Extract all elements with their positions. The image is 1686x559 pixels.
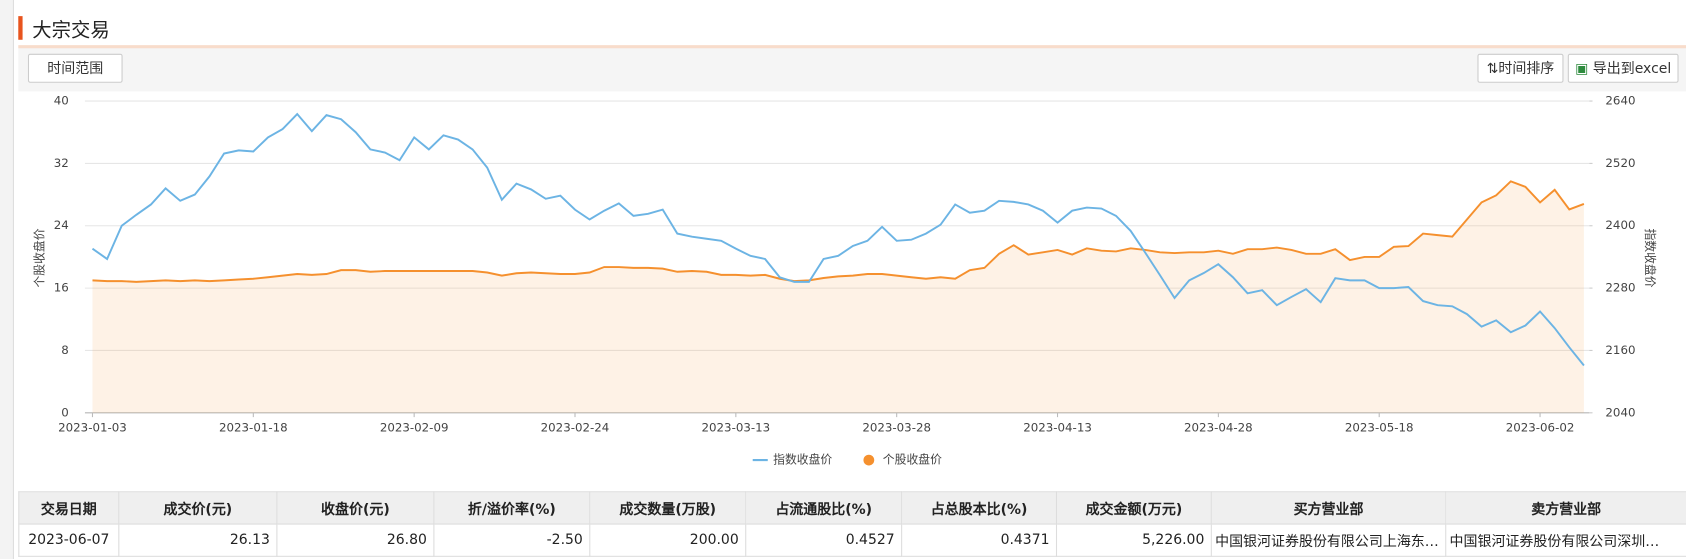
x-tick-label: 2023-03-13 [702, 420, 771, 434]
column-header: 成交数量(万股) [589, 491, 747, 525]
sidebar [0, 0, 14, 559]
y-tick-label: 16 [54, 281, 69, 295]
table-cell: 26.80 [276, 523, 435, 557]
line [92, 180, 1585, 283]
chart: 0816243240204021602280240025202640个股收盘价指… [32, 94, 1657, 467]
legend-marker [863, 454, 875, 466]
y2-tick-label: 2160 [1605, 343, 1635, 357]
table-cell: 中国银河证券股份有限公司深圳… [1445, 523, 1686, 557]
y-tick-label: 8 [61, 343, 69, 357]
table-row: 2023-06-07 26.13 26.80 -2.50 200.00 0.4527 0.4… [18, 523, 1686, 557]
export-button[interactable]: ▣ 导出到excel [1567, 53, 1679, 83]
column-header: 成交价(元) [118, 491, 278, 525]
y2-tick-label: 2040 [1605, 405, 1635, 419]
column-header: 成交金额(万元) [1055, 491, 1212, 525]
x-tick-label: 2023-05-18 [1345, 420, 1414, 434]
table-body: 2023-06-07 26.13 26.80 -2.50 200.00 0.4527 0.4… [18, 523, 1686, 557]
y-axis-title: 个股收盘价 [32, 228, 46, 287]
x-tick-label: 2023-01-18 [219, 420, 288, 434]
y2-axis-title: 指数收盘价 [1643, 228, 1657, 287]
sort-button[interactable]: ⇅时间排序 [1477, 53, 1564, 83]
x-tick-label: 2023-04-13 [1023, 420, 1092, 434]
x-tick-label: 2023-04-28 [1184, 420, 1253, 434]
accent-bar [18, 16, 23, 40]
y2-tick-label: 2280 [1605, 281, 1635, 295]
y2-tick-label: 2400 [1605, 218, 1635, 232]
table-cell: 5,226.00 [1055, 523, 1212, 557]
y-tick-label: 40 [54, 94, 69, 108]
legend-item[interactable]: 指数收盘价 [752, 453, 833, 467]
y2-tick-label: 2520 [1605, 156, 1635, 170]
column-header: 折/溢价率(%) [433, 491, 591, 525]
excel-icon: ▣ [1575, 61, 1589, 78]
x-tick-label: 2023-02-24 [541, 420, 610, 434]
data-table: 交易日期 成交价(元) 收盘价(元) 折/溢价率(%) 成交数量(万股) 占流通股比(%)… [18, 491, 1686, 557]
page-title: 大宗交易 [32, 19, 110, 42]
y-tick-label: 32 [54, 156, 69, 170]
line [91, 112, 1585, 367]
table-cell: 中国银河证券股份有限公司上海东… [1210, 523, 1447, 557]
column-header: 交易日期 [18, 491, 120, 525]
column-header: 占总股本比(%) [901, 491, 1058, 525]
y2-tick-label: 2640 [1605, 94, 1635, 108]
sort-label: 时间排序 [1498, 61, 1555, 78]
toolbar: 时间范围 ⇅时间排序 ▣ 导出到excel [18, 48, 1686, 92]
x-tick-label: 2023-01-03 [58, 420, 127, 434]
table-cell: 0.4371 [901, 523, 1058, 557]
table-cell: 0.4527 [745, 523, 903, 557]
x-tick-label: 2023-03-28 [862, 420, 931, 434]
export-label: 导出到excel [1592, 61, 1672, 78]
column-header: 收盘价(元) [276, 491, 435, 525]
y-tick-label: 24 [54, 218, 69, 232]
legend-label: 个股收盘价 [883, 453, 942, 467]
table-cell: -2.50 [433, 523, 591, 557]
x-tick-label: 2023-02-09 [380, 420, 449, 434]
x-tick-label: 2023-06-02 [1506, 420, 1575, 434]
column-header: 买方营业部 [1210, 491, 1447, 525]
table-cell: 200.00 [589, 523, 747, 557]
table-cell: 26.13 [118, 523, 278, 557]
area [92, 181, 1584, 413]
column-header: 占流通股比(%) [745, 491, 903, 525]
legend-item[interactable]: 个股收盘价 [863, 453, 942, 467]
column-header: 卖方营业部 [1445, 491, 1686, 525]
table-cell: 2023-06-07 [18, 523, 120, 557]
y-tick-label: 0 [61, 405, 69, 419]
header: 大宗交易 [18, 11, 1686, 49]
legend-label: 指数收盘价 [773, 453, 832, 467]
header-row: 交易日期 成交价(元) 收盘价(元) 折/溢价率(%) 成交数量(万股) 占流通股比(%)… [18, 491, 1686, 525]
range-button[interactable]: 时间范围 [27, 53, 123, 83]
